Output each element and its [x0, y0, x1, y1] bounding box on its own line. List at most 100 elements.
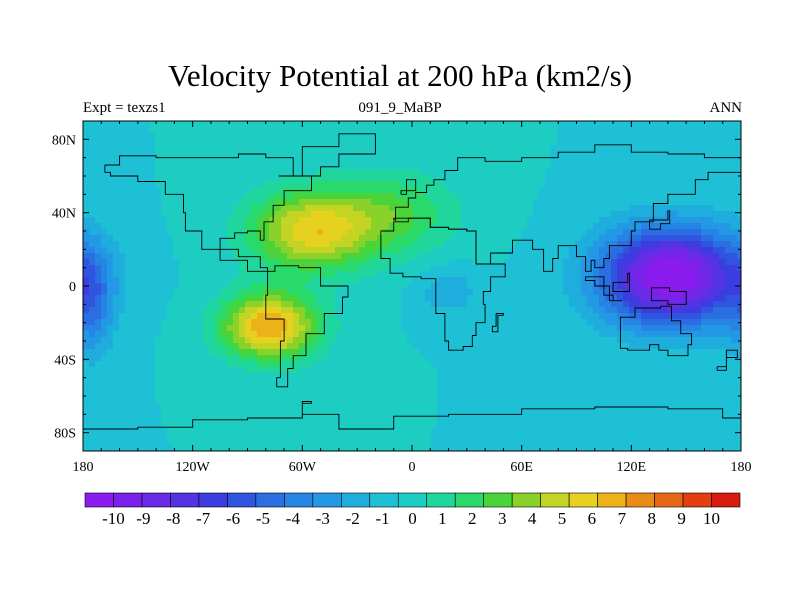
field-cell — [521, 133, 528, 140]
field-cell — [395, 421, 402, 428]
field-cell — [497, 301, 504, 308]
field-cell — [131, 301, 138, 308]
field-cell — [161, 241, 168, 248]
field-cell — [431, 283, 438, 290]
field-cell — [275, 223, 282, 230]
field-cell — [239, 241, 246, 248]
field-cell — [581, 313, 588, 320]
field-cell — [365, 241, 372, 248]
field-cell — [131, 139, 138, 146]
field-cell — [293, 223, 300, 230]
field-cell — [461, 403, 468, 410]
field-cell — [347, 289, 354, 296]
field-cell — [245, 163, 252, 170]
field-cell — [209, 439, 216, 446]
field-cell — [155, 145, 162, 152]
field-cell — [437, 193, 444, 200]
field-cell — [173, 325, 180, 332]
field-cell — [593, 223, 600, 230]
field-cell — [149, 379, 156, 386]
field-cell — [491, 157, 498, 164]
field-cell — [215, 367, 222, 374]
field-cell — [101, 391, 108, 398]
field-cell — [209, 253, 216, 260]
field-cell — [575, 337, 582, 344]
field-cell — [401, 289, 408, 296]
field-cell — [137, 307, 144, 314]
field-cell — [581, 397, 588, 404]
field-cell — [425, 271, 432, 278]
field-cell — [341, 289, 348, 296]
field-cell — [107, 397, 114, 404]
field-cell — [341, 325, 348, 332]
field-cell — [95, 379, 102, 386]
field-cell — [431, 175, 438, 182]
field-cell — [161, 439, 168, 446]
field-cell — [521, 121, 528, 128]
field-cell — [323, 421, 330, 428]
field-cell — [101, 121, 108, 128]
field-cell — [167, 367, 174, 374]
field-cell — [305, 187, 312, 194]
field-cell — [455, 223, 462, 230]
field-cell — [269, 193, 276, 200]
field-cell — [137, 145, 144, 152]
field-cell — [197, 169, 204, 176]
field-cell — [581, 139, 588, 146]
field-cell — [215, 409, 222, 416]
field-cell — [545, 199, 552, 206]
field-cell — [167, 145, 174, 152]
field-cell — [395, 289, 402, 296]
field-cell — [491, 325, 498, 332]
field-cell — [467, 247, 474, 254]
field-cell — [437, 235, 444, 242]
field-cell — [377, 181, 384, 188]
field-cell — [431, 145, 438, 152]
field-cell — [329, 235, 336, 242]
field-cell — [461, 433, 468, 440]
field-cell — [599, 349, 606, 356]
field-cell — [431, 139, 438, 146]
field-cell — [551, 157, 558, 164]
field-cell — [413, 355, 420, 362]
field-cell — [569, 247, 576, 254]
field-cell — [293, 187, 300, 194]
field-cell — [569, 373, 576, 380]
field-cell — [575, 235, 582, 242]
field-cell — [185, 271, 192, 278]
field-cell — [443, 313, 450, 320]
field-cell — [557, 145, 564, 152]
field-cell — [329, 445, 336, 452]
field-cell — [413, 145, 420, 152]
field-cell — [311, 175, 318, 182]
field-cell — [533, 403, 540, 410]
field-cell — [533, 427, 540, 434]
field-cell — [131, 307, 138, 314]
field-cell — [443, 331, 450, 338]
field-cell — [413, 193, 420, 200]
field-cell — [245, 259, 252, 266]
field-cell — [293, 397, 300, 404]
field-cell — [203, 175, 210, 182]
field-cell — [143, 169, 150, 176]
field-cell — [179, 349, 186, 356]
field-cell — [161, 211, 168, 218]
field-cell — [233, 433, 240, 440]
field-cell — [473, 277, 480, 284]
field-cell — [461, 283, 468, 290]
field-cell — [419, 139, 426, 146]
field-cell — [455, 331, 462, 338]
field-cell — [515, 355, 522, 362]
field-cell — [161, 361, 168, 368]
field-cell — [281, 409, 288, 416]
field-cell — [377, 277, 384, 284]
field-cell — [335, 361, 342, 368]
field-cell — [323, 265, 330, 272]
field-cell — [287, 181, 294, 188]
field-cell — [221, 337, 228, 344]
field-cell — [455, 277, 462, 284]
field-cell — [191, 445, 198, 452]
field-cell — [521, 385, 528, 392]
field-cell — [467, 325, 474, 332]
field-cell — [539, 289, 546, 296]
